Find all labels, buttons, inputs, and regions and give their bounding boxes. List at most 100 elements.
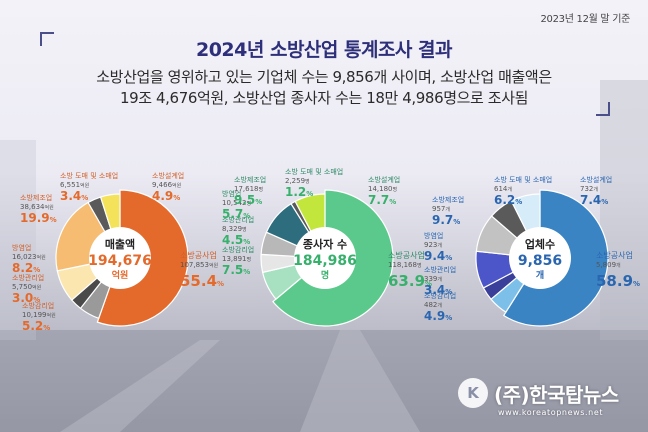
chart-0-center-unit: 억원	[112, 269, 129, 281]
chart-0-slice-5-value-unit: 억원	[80, 182, 90, 189]
chart-0-slice-5-value: 6,551억원	[60, 181, 90, 189]
subtitle-line-1: 소방산업을 영위하고 있는 기업체 수는 9,856개 사이며, 소방산업 매출…	[96, 68, 552, 86]
chart-1-slice-1-percent: 7.5%	[222, 263, 250, 277]
page-subtitle: 소방산업을 영위하고 있는 기업체 수는 9,856개 사이며, 소방산업 매출…	[0, 67, 648, 109]
chart-1-slice-3-value-unit: 명	[247, 200, 252, 207]
chart-0-slice-4-percent: 19.9%	[20, 211, 57, 225]
chart-1-slice-6-value-number: 14,180	[368, 185, 393, 193]
chart-0-slice-3-percent-number: 8.2	[12, 261, 33, 275]
chart-0-slice-4-percent-number: 19.9	[20, 211, 50, 225]
chart-1-slice-1-percent-sign: %	[243, 268, 250, 276]
chart-0-slice-2-percent-number: 3.0	[12, 291, 33, 305]
date-note: 2023년 12월 말 기준	[540, 14, 630, 25]
chart-0-slice-0-percent: 55.4%	[180, 272, 224, 290]
chart-0-slice-5-percent-number: 3.4	[60, 189, 81, 203]
chart-1-slice-0-percent-sign: %	[425, 280, 432, 288]
chart-0-center-label: 매출액	[105, 237, 135, 251]
chart-2-slice-4-percent-sign: %	[453, 218, 460, 226]
chart-2-slice-2-percent-number: 3.4	[424, 283, 445, 297]
chart-1-slice-3-percent-number: 5.7	[222, 207, 243, 221]
chart-0-slice-5-name: 소방 도매 및 소매업	[60, 171, 118, 180]
chart-1-slice-2-value-number: 8,329	[222, 225, 242, 233]
chart-2-center-disc	[509, 227, 571, 289]
chart-0-slice-5-value-number: 6,551	[60, 181, 80, 189]
chart-2-slice-4-name: 소방제조업	[432, 195, 464, 204]
chart-1-slice-6-percent-sign: %	[389, 198, 396, 206]
chart-1-slice-3-percent: 5.7%	[222, 207, 250, 221]
chart-1-slice-1-value-unit: 명	[247, 256, 252, 263]
title-bracket-bottom-right	[596, 102, 610, 116]
chart-0-slice-6-percent-number: 4.9	[152, 189, 173, 203]
chart-2-slice-5-percent-sign: %	[515, 198, 522, 206]
chart-2-slice-6-value: 732개	[580, 185, 598, 193]
chart-0-slice-4-percent-sign: %	[50, 216, 57, 224]
chart-0-slice-2-name: 소방관리업	[12, 273, 44, 282]
chart-2-slice-6-percent-number: 7.4	[580, 193, 601, 207]
chart-2-slice-0-value: 5,809개	[596, 261, 621, 269]
chart-2-slice-0-value-unit: 개	[616, 262, 621, 269]
chart-0-slice-3-value-number: 16,023	[12, 253, 37, 261]
chart-1-slice-5-value-unit: 명	[305, 178, 310, 185]
chart-1-center-value: 184,986	[293, 253, 357, 269]
chart-1-slice-3-value: 10,542명	[222, 199, 251, 207]
chart-1-center-disc	[294, 227, 356, 289]
chart-2-slice-3-percent-number: 9.4	[424, 249, 445, 263]
chart-0-slice-1-percent-number: 5.2	[22, 319, 43, 333]
chart-2-slice-4-value-number: 957	[432, 205, 445, 213]
chart-2-slice-6-name: 소방설계업	[580, 175, 612, 184]
chart-2-slice-3-value: 923개	[424, 241, 442, 249]
chart-2-slice-1-name: 소방감리업	[424, 291, 456, 300]
chart-1-slice-0-percent: 63.9%	[388, 272, 432, 290]
chart-0-slice-6-percent: 4.9%	[152, 189, 180, 203]
chart-2-slice-2-percent: 3.4%	[424, 283, 452, 297]
chart-2-slice-0-percent-number: 58.9	[596, 272, 633, 290]
chart-1-slice-4-value: 17,618명	[234, 185, 263, 193]
chart-0-slice-6-name: 소방설계업	[152, 171, 184, 180]
chart-2-slice-6-percent-sign: %	[601, 198, 608, 206]
chart-2-slice-1-value-unit: 개	[437, 302, 442, 309]
chart-0-slice-1-percent-sign: %	[43, 324, 50, 332]
chart-0-center-disc	[89, 227, 151, 289]
chart-2-slice-3-name: 방염업	[424, 231, 443, 240]
chart-0-slice-4-value: 38,634억원	[20, 203, 54, 211]
chart-0-slice-1-value-unit: 억원	[47, 312, 57, 319]
chart-2-slice-0-value-number: 5,809	[596, 261, 616, 269]
chart-2-slice-5-name: 소방 도매 및 소매업	[494, 175, 552, 184]
chart-0-slice-6-percent-sign: %	[173, 194, 180, 202]
chart-2-slice-6-value-unit: 개	[593, 186, 598, 193]
chart-0-slice-2-value: 5,750억원	[12, 283, 42, 291]
chart-0-slice-5-percent-sign: %	[81, 194, 88, 202]
chart-0-slice-2-percent: 3.0%	[12, 291, 40, 305]
chart-1-slice-1-value: 13,891명	[222, 255, 251, 263]
chart-1-slice-6-name: 소방설계업	[368, 175, 400, 184]
chart-1-slice-4-value-unit: 명	[259, 186, 264, 193]
chart-1-slice-2-percent-number: 4.5	[222, 233, 243, 247]
chart-2-slice-1-percent-sign: %	[445, 314, 452, 322]
chart-1-slice-3-percent-sign: %	[243, 212, 250, 220]
chart-1-slice-2-percent-sign: %	[243, 238, 250, 246]
chart-2-slice-4-percent-number: 9.7	[432, 213, 453, 227]
chart-1-slice-1-value-number: 13,891	[222, 255, 247, 263]
chart-0-slice-3-value: 16,023억원	[12, 253, 46, 261]
chart-1-slice-1-percent-number: 7.5	[222, 263, 243, 277]
chart-0-slice-3-name: 방염업	[12, 243, 31, 252]
chart-1-slice-0-value-unit: 명	[417, 262, 422, 269]
chart-1-slice-2-value-unit: 명	[242, 226, 247, 233]
chart-2-slice-6-value-number: 732	[580, 185, 593, 193]
chart-2-slice-1-percent: 4.9%	[424, 309, 452, 323]
brand-mark-icon: K	[458, 378, 488, 408]
chart-2-slice-5-percent-number: 6.2	[494, 193, 515, 207]
chart-0-slice-4-value-unit: 억원	[45, 204, 55, 211]
chart-2-slice-0-percent: 58.9%	[596, 272, 640, 290]
chart-2-slice-3-percent-sign: %	[445, 254, 452, 262]
chart-1-slice-6-value: 14,180명	[368, 185, 397, 193]
chart-2-slice-5-value-unit: 개	[507, 186, 512, 193]
chart-0-slice-4-name: 소방제조업	[20, 193, 52, 202]
chart-0-slice-3-percent-sign: %	[33, 266, 40, 274]
chart-0-slice-3-value-unit: 억원	[37, 254, 47, 261]
brand-url: www.koreatopnews.net	[498, 408, 604, 417]
brand-logo: K (주)한국탑뉴스	[458, 376, 619, 410]
chart-0-slice-2-value-number: 5,750	[12, 283, 32, 291]
